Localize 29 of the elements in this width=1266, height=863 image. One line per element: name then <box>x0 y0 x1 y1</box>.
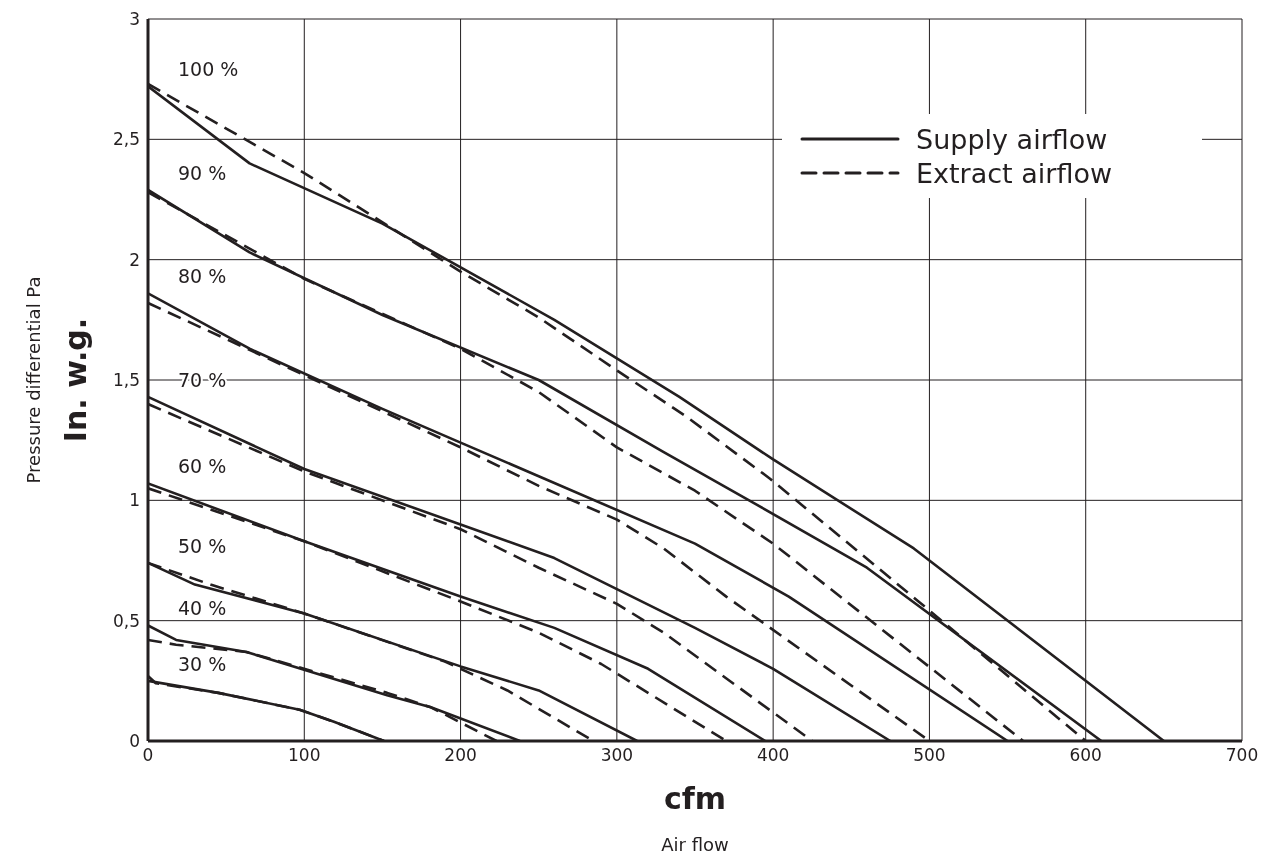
y-tick-label: 1 <box>129 490 140 511</box>
x-tick-label: 400 <box>756 745 790 766</box>
y-tick-label: 1,5 <box>112 370 140 391</box>
x-tick-label: 600 <box>1069 745 1102 766</box>
y-tick-label: 3 <box>129 9 140 30</box>
annotation: 90 % <box>178 161 227 184</box>
text: Air flow <box>661 834 729 855</box>
x-tick-label: 100 <box>288 745 321 766</box>
annotation: 80 % <box>178 265 227 288</box>
x-tick-label: 700 <box>1225 745 1259 766</box>
legend-label: Extract airflow <box>916 157 1113 189</box>
y-tick-label: 2 <box>129 249 140 270</box>
annotation: 40 % <box>178 597 227 620</box>
x-tick-label: 300 <box>600 745 634 766</box>
annotation: 60 % <box>178 455 227 478</box>
y-tick-label: 0 <box>129 731 140 752</box>
annotation: 50 % <box>178 534 227 557</box>
x-axis-title: cfm <box>663 781 727 816</box>
annotation: 70 % <box>178 368 227 391</box>
text: Pressure differential Pa <box>23 276 44 484</box>
x-tick-label: 500 <box>913 745 946 766</box>
annotation: 30 % <box>178 652 227 675</box>
y-tick-label: 2,5 <box>112 129 140 150</box>
x-tick-label: 0 <box>142 745 154 766</box>
x-tick-label: 200 <box>444 745 477 766</box>
annotation: 100 % <box>178 58 239 81</box>
y-axis-title: In. w.g. <box>58 317 93 443</box>
legend-label: Supply airflow <box>916 123 1108 155</box>
y-tick-label: 0,5 <box>112 610 140 631</box>
